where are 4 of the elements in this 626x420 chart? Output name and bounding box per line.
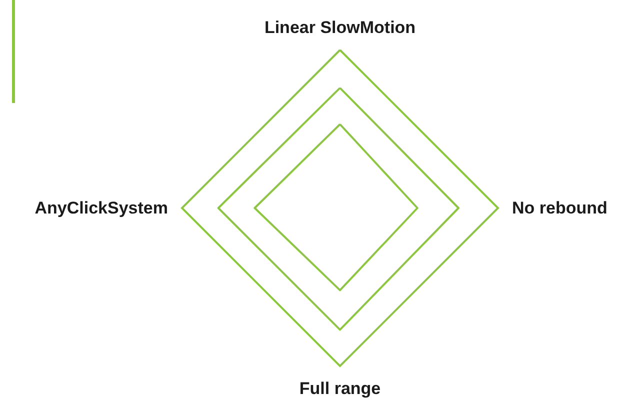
spoke-label: No rebound <box>512 198 608 218</box>
spoke-label: Full range <box>299 379 381 398</box>
spoke-label: AnyClickSystem <box>34 198 168 218</box>
spoke-label: Linear SlowMotion <box>264 18 416 37</box>
